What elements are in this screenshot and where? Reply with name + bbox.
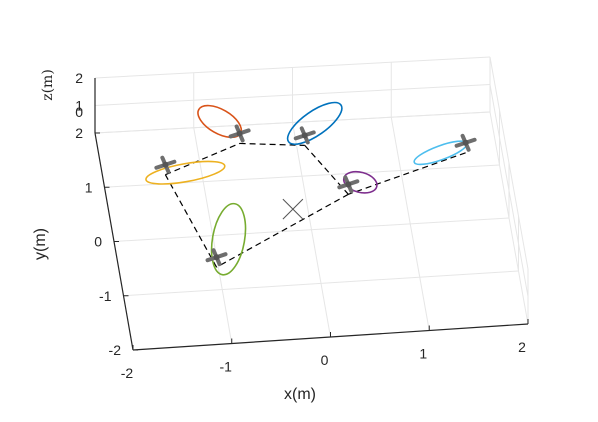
y-tick-label: 2 xyxy=(75,125,83,141)
x-tick-label: 2 xyxy=(518,339,526,355)
drone-icon xyxy=(454,133,477,152)
x-tick-label: 1 xyxy=(419,346,427,362)
formation-edge xyxy=(348,152,466,195)
formation-edge xyxy=(239,142,305,146)
drone-icon xyxy=(228,124,251,143)
grid-lines xyxy=(94,56,529,351)
drone-orbit xyxy=(145,160,226,185)
drone-body xyxy=(301,132,308,139)
formation-edge xyxy=(165,142,240,176)
y-axis-label: y(m) xyxy=(32,228,49,260)
wall-grid-z xyxy=(94,56,491,79)
drone-orbit xyxy=(210,202,247,276)
drone-icon xyxy=(154,155,177,174)
formation-lines xyxy=(164,142,466,268)
x-tick-label: -2 xyxy=(121,365,134,381)
z-tick-label: 0 xyxy=(75,104,83,120)
floor-grid-x xyxy=(390,117,430,331)
drone-body xyxy=(462,139,469,146)
center-x-mark xyxy=(282,198,304,220)
z-axis-label: z(m) xyxy=(40,69,56,101)
sidewall-grid-z xyxy=(489,84,529,297)
sidewall-grid-z xyxy=(489,56,529,270)
wall-grid-z xyxy=(94,111,491,134)
drone-body xyxy=(236,130,243,137)
drone-body xyxy=(345,181,352,188)
x-tick-label: -1 xyxy=(220,359,233,375)
axes xyxy=(94,78,529,351)
y-tick-label: -1 xyxy=(99,288,112,304)
drone-icon xyxy=(205,248,228,267)
drone-icon xyxy=(293,126,316,145)
wall-grid-z xyxy=(94,84,491,106)
drone-markers xyxy=(154,124,477,267)
x-axis-label: x(m) xyxy=(284,386,316,403)
y-tick-label: 0 xyxy=(94,234,102,250)
formation-edge xyxy=(216,193,349,268)
z-tick-label: 2 xyxy=(75,70,83,86)
y-tick-label: -2 xyxy=(109,342,122,358)
formation-edge xyxy=(164,174,218,268)
drone-orbit xyxy=(197,104,243,139)
center-marker xyxy=(282,198,304,220)
drone-orbit xyxy=(286,101,343,145)
z-tick-label: 1 xyxy=(75,98,83,114)
drone-icon xyxy=(337,175,360,194)
drone-orbits xyxy=(145,101,468,276)
y-tick-label: 1 xyxy=(85,179,93,195)
drone-body xyxy=(162,161,169,168)
x-tick-label: 0 xyxy=(321,352,329,368)
drone-orbit xyxy=(413,140,468,166)
drone-body xyxy=(213,254,220,261)
floor-grid-y xyxy=(113,217,510,242)
